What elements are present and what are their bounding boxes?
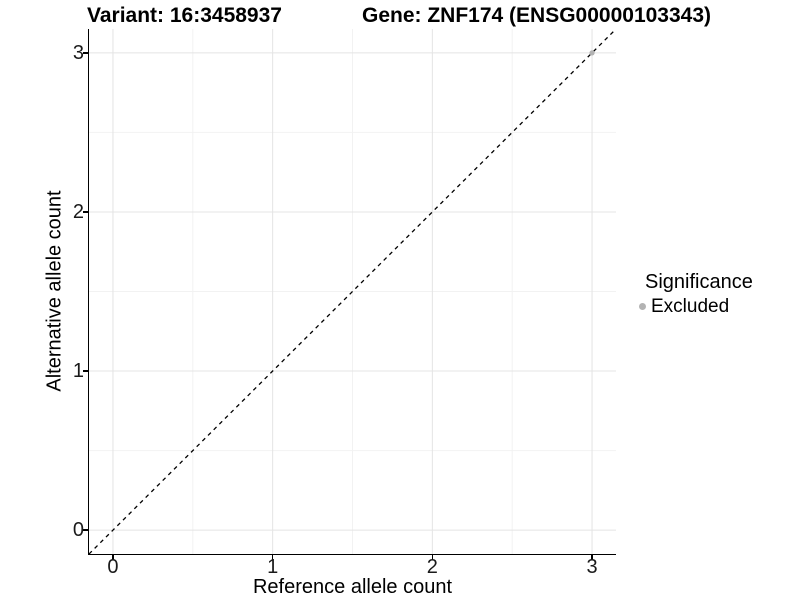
- x-tick-label: 3: [586, 556, 598, 578]
- x-tick-mark: [591, 555, 593, 560]
- x-axis-line: [87, 554, 616, 556]
- x-tick-mark: [431, 555, 434, 560]
- legend-items: Excluded: [637, 295, 753, 318]
- identity-line: [89, 29, 616, 554]
- y-tick-label: 2: [72, 200, 84, 223]
- data-point-excluded: [589, 50, 595, 56]
- legend-item-label: Excluded: [651, 296, 730, 317]
- legend: Significance Excluded: [637, 271, 753, 318]
- plot-title-gene: Gene: ZNF174 (ENSG00000103343): [362, 4, 712, 27]
- x-tick-label: 0: [107, 556, 119, 578]
- plot-panel: [89, 29, 616, 554]
- y-tick-label: 0: [72, 519, 84, 542]
- plot-title-variant: Variant: 16:3458937: [87, 4, 282, 27]
- x-tick-mark: [271, 555, 274, 560]
- y-tick-mark: [83, 370, 88, 372]
- y-tick-mark: [83, 52, 88, 54]
- y-axis-title: Alternative allele count: [43, 190, 66, 392]
- y-axis-line: [87, 29, 89, 556]
- x-axis-title: Reference allele count: [252, 576, 452, 598]
- x-tick-mark: [112, 555, 114, 560]
- y-tick-mark: [83, 211, 88, 213]
- legend-item-excluded: Excluded: [637, 295, 753, 318]
- legend-title: Significance: [645, 271, 753, 293]
- y-tick-label: 1: [72, 360, 84, 383]
- y-tick-mark: [83, 529, 88, 531]
- legend-point-icon: [639, 303, 646, 310]
- x-tick-label: 1: [267, 556, 279, 578]
- plot-area: [89, 29, 616, 554]
- x-tick-label: 2: [426, 556, 438, 578]
- y-tick-label: 3: [72, 41, 84, 64]
